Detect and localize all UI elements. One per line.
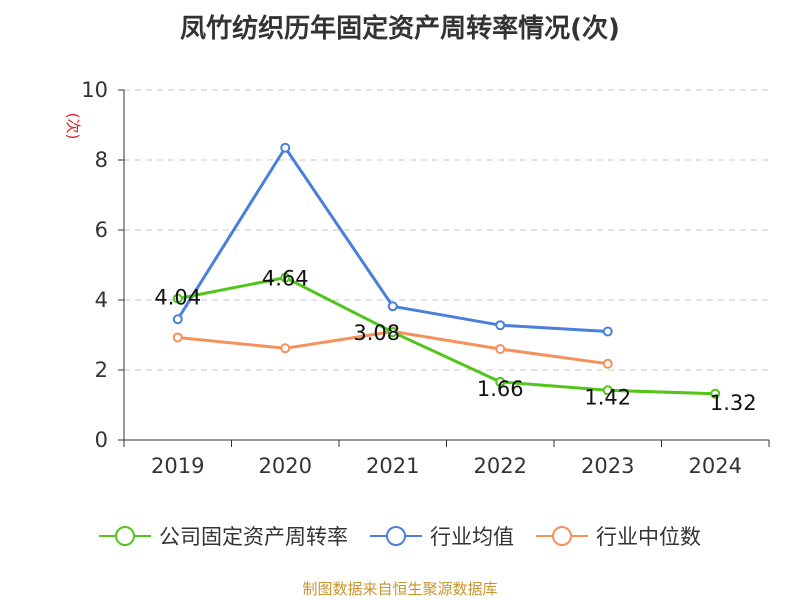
data-point-s2-2023 xyxy=(602,358,613,369)
source-note: 制图数据来自恒生聚源数据库 xyxy=(302,580,498,598)
x-tick-label-2023: 2023 xyxy=(581,454,634,478)
data-label-2023: 1.42 xyxy=(584,385,631,409)
y-axis-label: (次) xyxy=(64,113,82,140)
legend-marker-industry-mean xyxy=(370,526,422,546)
data-label-2019: 4.04 xyxy=(154,286,201,310)
x-tick-label-2022: 2022 xyxy=(474,454,527,478)
legend-marker-company xyxy=(99,526,151,546)
data-point-s0-2019 xyxy=(172,293,183,304)
data-point-s0-2022 xyxy=(495,376,506,387)
data-label-2024: 1.32 xyxy=(710,391,757,415)
y-tick-label: 10 xyxy=(81,78,108,102)
data-point-s0-2020 xyxy=(280,272,291,283)
data-point-s1-2022 xyxy=(495,320,506,331)
legend: 公司固定资产周转率 行业均值 行业中位数 xyxy=(0,521,800,551)
x-tick-label-2024: 2024 xyxy=(689,454,742,478)
legend-item-company[interactable]: 公司固定资产周转率 xyxy=(99,521,348,551)
y-tick-label: 2 xyxy=(95,358,108,382)
data-point-s1-2019 xyxy=(172,314,183,325)
x-tick-label-2019: 2019 xyxy=(151,454,204,478)
chart-title: 凤竹纺织历年固定资产周转率情况(次) xyxy=(180,14,620,44)
legend-marker-industry-median xyxy=(536,526,588,546)
data-point-s1-2023 xyxy=(602,326,613,337)
data-point-s1-2020 xyxy=(280,142,291,153)
data-label-2020: 4.64 xyxy=(262,267,309,291)
legend-label-industry-mean: 行业均值 xyxy=(430,525,514,549)
x-tick-label-2020: 2020 xyxy=(259,454,312,478)
data-point-s0-2023 xyxy=(602,385,613,396)
y-tick-label: 0 xyxy=(95,428,108,452)
data-point-s0-2024 xyxy=(710,388,721,399)
series-line-0 xyxy=(177,276,716,396)
data-label-2022: 1.66 xyxy=(477,377,524,401)
legend-item-industry-median[interactable]: 行业中位数 xyxy=(536,521,701,551)
data-point-s0-2021 xyxy=(387,327,398,338)
data-point-s2-2022 xyxy=(495,344,506,354)
data-point-s2-2020 xyxy=(280,343,291,354)
x-tick-label-2021: 2021 xyxy=(366,454,419,478)
y-tick-label: 6 xyxy=(95,218,108,242)
data-label-2021: 3.08 xyxy=(353,321,400,345)
legend-item-industry-mean[interactable]: 行业均值 xyxy=(370,521,514,551)
legend-label-industry-median: 行业中位数 xyxy=(596,525,701,549)
data-point-s2-2019 xyxy=(172,332,183,343)
legend-label-company: 公司固定资产周转率 xyxy=(159,525,348,549)
data-point-s1-2021 xyxy=(387,301,398,312)
y-tick-label: 4 xyxy=(95,288,108,312)
y-tick-label: 8 xyxy=(95,148,108,172)
